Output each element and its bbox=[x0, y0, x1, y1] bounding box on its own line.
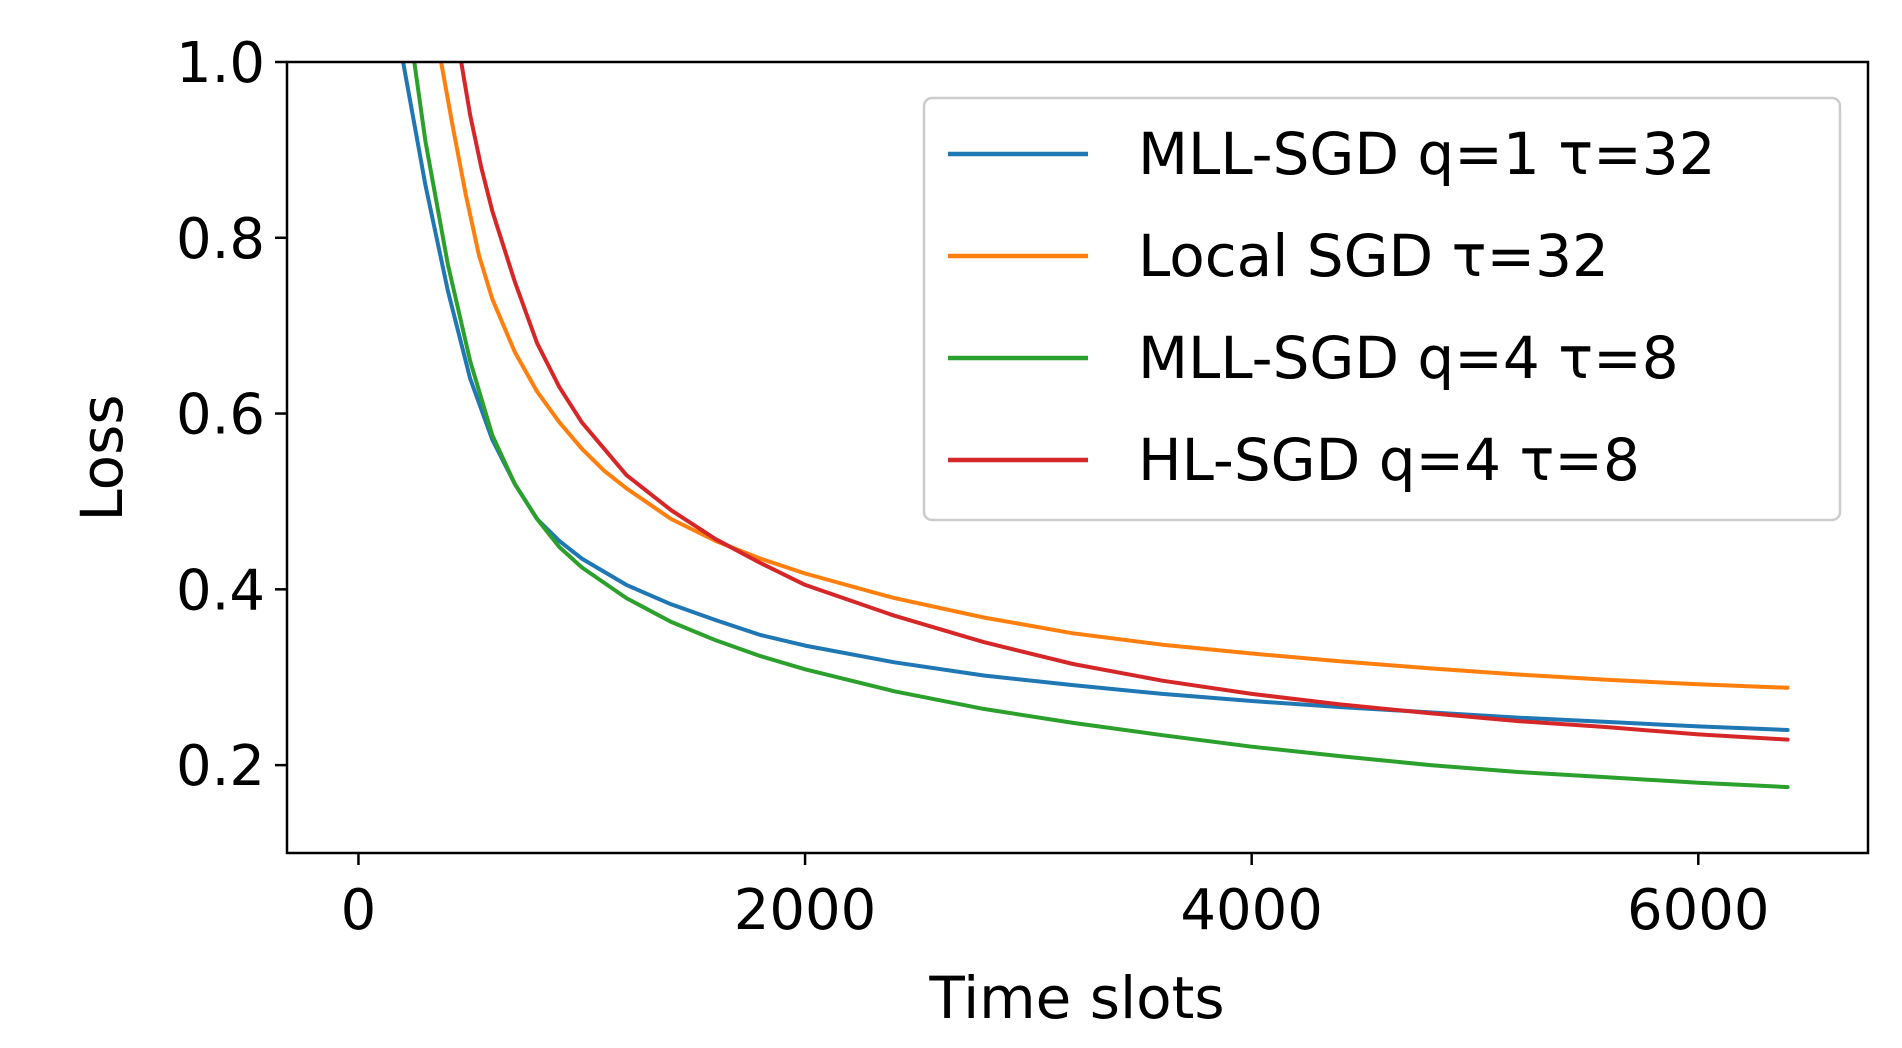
x-axis-label: Time slots bbox=[928, 964, 1224, 1032]
y-tick-label: 0.6 bbox=[176, 383, 265, 448]
x-tick-label: 0 bbox=[341, 878, 377, 943]
x-tick-label: 4000 bbox=[1180, 878, 1323, 943]
legend-label-4: HL-SGD q=4 τ=8 bbox=[1138, 426, 1640, 494]
plot-frame bbox=[285, 60, 1870, 855]
y-tick-label: 0.4 bbox=[176, 558, 265, 623]
y-axis-label: Loss bbox=[68, 394, 136, 521]
series-line-3 bbox=[412, 62, 1790, 790]
x-axis-ticks: 0 2000 4000 6000 bbox=[341, 853, 1770, 943]
y-axis-ticks: 0.2 0.4 0.6 0.8 1.0 bbox=[176, 31, 287, 799]
series-layer bbox=[401, 62, 1790, 790]
y-tick-label: 1.0 bbox=[176, 31, 265, 96]
y-tick-label: 0.2 bbox=[176, 734, 265, 799]
legend-label-1: MLL-SGD q=1 τ=32 bbox=[1138, 120, 1716, 188]
legend-label-3: MLL-SGD q=4 τ=8 bbox=[1138, 324, 1679, 392]
legend: MLL-SGD q=1 τ=32 Local SGD τ=32 MLL-SGD q=… bbox=[922, 96, 1842, 522]
legend-frame bbox=[922, 96, 1842, 522]
legend-label-2: Local SGD τ=32 bbox=[1138, 222, 1609, 290]
x-tick-label: 6000 bbox=[1627, 878, 1770, 943]
x-tick-label: 2000 bbox=[734, 878, 877, 943]
series-line-4 bbox=[459, 62, 1790, 742]
y-tick-label: 0.8 bbox=[176, 207, 265, 272]
